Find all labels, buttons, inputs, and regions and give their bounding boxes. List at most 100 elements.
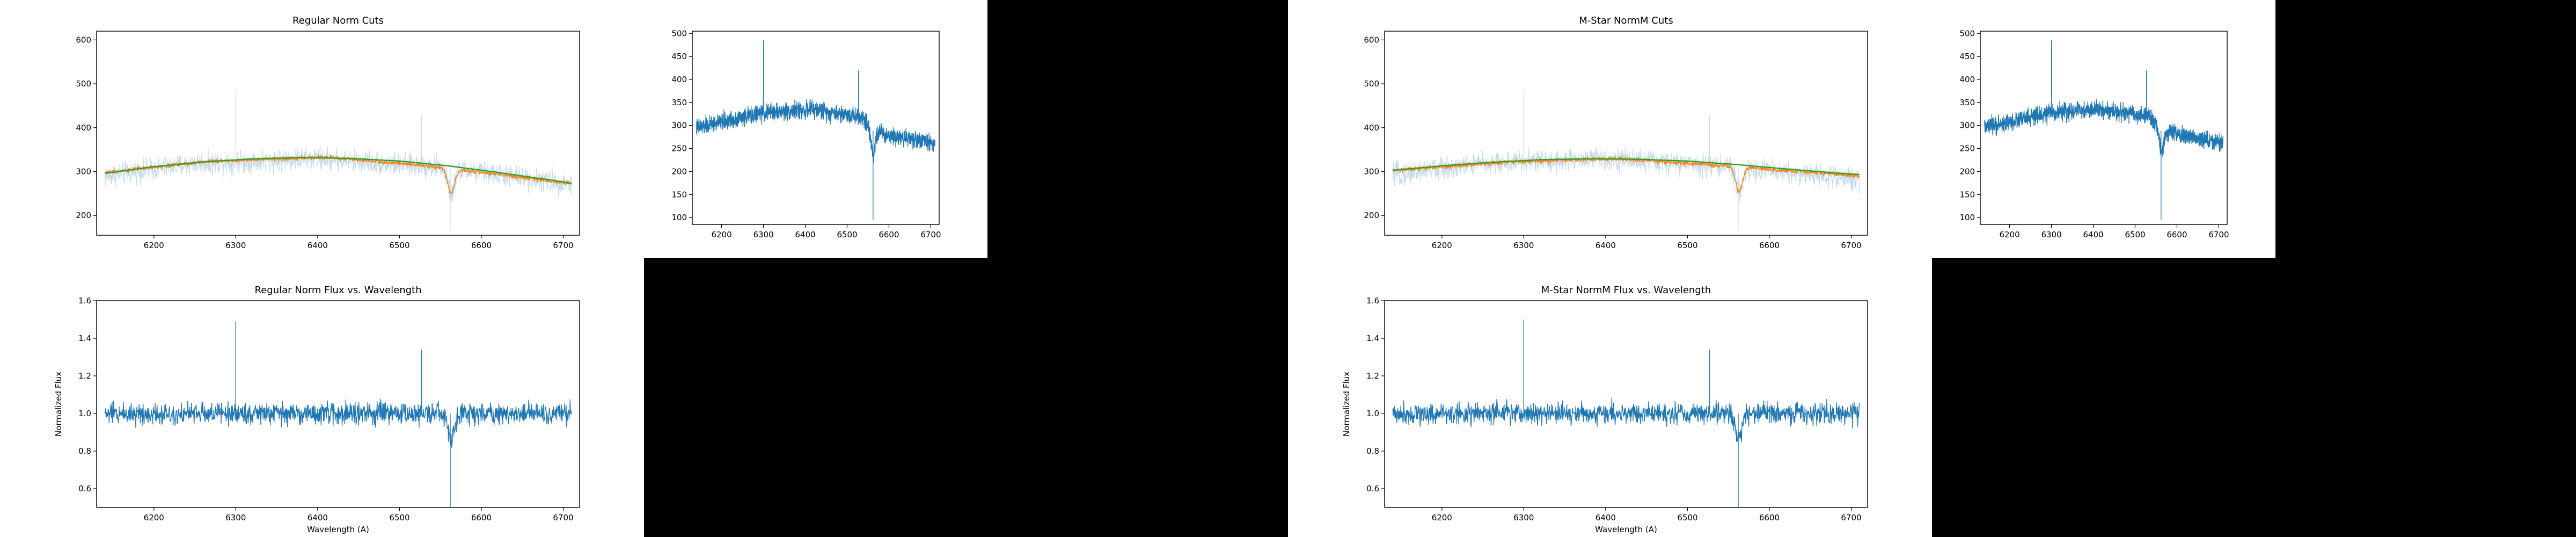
regular-spectrum-xtick-label: 6400 bbox=[795, 230, 815, 240]
chart-regular-cuts: 6200 6300 6400 6500 6600 6700 200 300 400 500 600 R… bbox=[0, 0, 644, 258]
mstar-spectrum-ytick-label: 250 bbox=[1959, 144, 1975, 154]
mstar-cuts-title: M-Star NormM Cuts bbox=[1579, 15, 1673, 26]
figure-right-white bbox=[1288, 0, 2275, 258]
mstar-flux-xtick-label: 6400 bbox=[1596, 513, 1616, 523]
mstar-spectrum-xtick-label: 6500 bbox=[2125, 230, 2145, 240]
mstar-flux-xtick-label: 6700 bbox=[1841, 513, 1861, 523]
regular-cuts-xtick-label: 6300 bbox=[225, 241, 246, 250]
regular-spectrum-ytick-label: 500 bbox=[671, 28, 687, 38]
regular-flux-svg: 6200 6300 6400 6500 6600 6700 0.6 0.8 1.0 1.2 1.4 1… bbox=[54, 285, 580, 534]
mstar-spectrum-ytick-label: 300 bbox=[1959, 121, 1975, 130]
regular-cuts-xtick-label: 6200 bbox=[144, 241, 164, 250]
mstar-cuts-xtick-label: 6400 bbox=[1596, 241, 1616, 250]
regular-spectrum-ytick-label: 100 bbox=[671, 213, 687, 222]
mstar-flux-xtick-label: 6200 bbox=[1432, 513, 1452, 523]
regular-spectrum-xtick-label: 6700 bbox=[920, 230, 941, 240]
figure-left-white bbox=[0, 0, 987, 258]
regular-flux-ylabel: Normalized Flux bbox=[54, 372, 63, 437]
regular-flux-xtick-label: 6200 bbox=[144, 513, 164, 523]
regular-spectrum-series-spectrum bbox=[696, 40, 935, 220]
mstar-flux-title: M-Star NormM Flux vs. Wavelength bbox=[1541, 285, 1711, 296]
regular-spectrum-xtick-label: 6500 bbox=[837, 230, 857, 240]
mstar-flux-ytick-label: 1.0 bbox=[1366, 409, 1379, 418]
mstar-flux-ylabel: Normalized Flux bbox=[1342, 372, 1351, 437]
regular-spectrum-xtick-label: 6600 bbox=[879, 230, 899, 240]
chart-regular-flux: 6200 6300 6400 6500 6600 6700 0.6 0.8 1.0 1.2 1.4 1… bbox=[0, 268, 644, 537]
regular-flux-xtick-label: 6500 bbox=[389, 513, 409, 523]
mstar-cuts-axes-frame bbox=[1384, 31, 1868, 236]
regular-cuts-ytick-label: 200 bbox=[76, 211, 91, 220]
regular-flux-ytick-label: 1.2 bbox=[78, 371, 91, 381]
regular-spectrum-axes-frame bbox=[692, 31, 940, 225]
mstar-flux-ytick-label: 1.2 bbox=[1366, 371, 1379, 381]
mstar-flux-ytick-label: 0.8 bbox=[1366, 446, 1379, 456]
mstar-spectrum-svg: 6200 6300 6400 6500 6600 6700 100 150 200 250 300 3… bbox=[1959, 28, 2229, 240]
mstar-cuts-series-raw bbox=[1392, 90, 1860, 231]
mstar-flux-ytick-label: 0.6 bbox=[1366, 484, 1379, 494]
regular-cuts-ytick-label: 400 bbox=[76, 123, 91, 133]
mstar-spectrum-xtick-label: 6200 bbox=[1999, 230, 2019, 240]
regular-flux-ytick-label: 1.0 bbox=[78, 409, 91, 418]
regular-cuts-series-fit bbox=[105, 157, 572, 184]
mstar-flux-ytick-label: 1.6 bbox=[1366, 296, 1379, 306]
mstar-spectrum-ytick-label: 200 bbox=[1959, 166, 1975, 176]
regular-spectrum-ytick-label: 200 bbox=[671, 166, 687, 176]
regular-flux-ytick-label: 1.6 bbox=[78, 296, 91, 306]
mstar-cuts-ytick-label: 200 bbox=[1364, 211, 1379, 220]
mstar-spectrum-ytick-label: 350 bbox=[1959, 98, 1975, 107]
mstar-flux-ytick-label: 1.4 bbox=[1366, 333, 1379, 343]
regular-cuts-svg: 6200 6300 6400 6500 6600 6700 200 300 400 500 600 R… bbox=[76, 15, 580, 250]
regular-flux-xtick-label: 6400 bbox=[308, 513, 328, 523]
mstar-flux-xtick-label: 6300 bbox=[1513, 513, 1534, 523]
regular-spectrum-xtick-label: 6200 bbox=[711, 230, 731, 240]
regular-spectrum-ytick-label: 350 bbox=[671, 98, 687, 107]
regular-spectrum-ytick-label: 300 bbox=[671, 121, 687, 130]
mstar-spectrum-xtick-label: 6300 bbox=[2041, 230, 2061, 240]
mstar-cuts-xtick-label: 6600 bbox=[1759, 241, 1780, 250]
mstar-cuts-ytick-label: 300 bbox=[1364, 167, 1379, 177]
regular-flux-ytick-label: 1.4 bbox=[78, 333, 91, 343]
mstar-cuts-ytick-label: 600 bbox=[1364, 35, 1379, 45]
regular-cuts-ytick-label: 600 bbox=[76, 35, 91, 45]
regular-flux-xtick-label: 6600 bbox=[471, 513, 492, 523]
regular-spectrum-ytick-label: 250 bbox=[671, 144, 687, 154]
regular-flux-series-spectrum bbox=[104, 321, 572, 507]
chart-mstar-cuts: 6200 6300 6400 6500 6600 6700 200 300 400 500 600 M… bbox=[1288, 0, 1932, 258]
mstar-spectrum-ytick-label: 150 bbox=[1959, 190, 1975, 199]
chart-mstar-spectrum: 6200 6300 6400 6500 6600 6700 100 150 200 250 300 3… bbox=[1932, 0, 2275, 258]
mstar-flux-xtick-label: 6500 bbox=[1677, 513, 1697, 523]
regular-cuts-title: Regular Norm Cuts bbox=[292, 15, 384, 26]
mstar-flux-xtick-label: 6600 bbox=[1759, 513, 1780, 523]
chart-mstar-flux: 6200 6300 6400 6500 6600 6700 0.6 0.8 1.0 1.2 1.4 1… bbox=[1288, 268, 1932, 537]
mstar-spectrum-series-spectrum bbox=[1984, 40, 2223, 220]
mstar-flux-axes-frame bbox=[1384, 300, 1868, 508]
mstar-spectrum-ytick-label: 100 bbox=[1959, 213, 1975, 222]
regular-cuts-ytick-label: 500 bbox=[76, 79, 91, 89]
regular-cuts-xtick-label: 6600 bbox=[471, 241, 492, 250]
mstar-spectrum-ytick-label: 450 bbox=[1959, 52, 1975, 61]
figure-left-white-lower bbox=[0, 258, 644, 537]
regular-cuts-series-raw bbox=[104, 90, 572, 231]
mstar-spectrum-ytick-label: 500 bbox=[1959, 28, 1975, 38]
mstar-cuts-ytick-label: 500 bbox=[1364, 79, 1379, 89]
mstar-cuts-xtick-label: 6300 bbox=[1513, 241, 1534, 250]
mstar-flux-xlabel: Wavelength (A) bbox=[1595, 525, 1657, 534]
mstar-cuts-ytick-label: 400 bbox=[1364, 123, 1379, 133]
regular-cuts-axes-frame bbox=[96, 31, 580, 236]
mstar-spectrum-xtick-label: 6400 bbox=[2083, 230, 2103, 240]
figure-right-white-lower bbox=[1288, 258, 1932, 537]
regular-cuts-xtick-label: 6400 bbox=[308, 241, 328, 250]
regular-flux-xlabel: Wavelength (A) bbox=[307, 525, 369, 534]
mstar-cuts-xtick-label: 6200 bbox=[1432, 241, 1452, 250]
regular-spectrum-ytick-label: 400 bbox=[671, 75, 687, 84]
mstar-cuts-xtick-label: 6700 bbox=[1841, 241, 1861, 250]
regular-flux-title: Regular Norm Flux vs. Wavelength bbox=[255, 285, 422, 296]
mstar-spectrum-xtick-label: 6700 bbox=[2208, 230, 2229, 240]
regular-cuts-ytick-label: 300 bbox=[76, 167, 91, 177]
regular-spectrum-ytick-label: 150 bbox=[671, 190, 687, 199]
regular-flux-axes-frame bbox=[96, 300, 580, 508]
mstar-flux-series-spectrum bbox=[1392, 320, 1860, 507]
mstar-spectrum-ytick-label: 400 bbox=[1959, 75, 1975, 84]
mstar-cuts-svg: 6200 6300 6400 6500 6600 6700 200 300 400 500 600 M… bbox=[1364, 15, 1868, 250]
mstar-cuts-series-fit bbox=[1393, 158, 1860, 176]
